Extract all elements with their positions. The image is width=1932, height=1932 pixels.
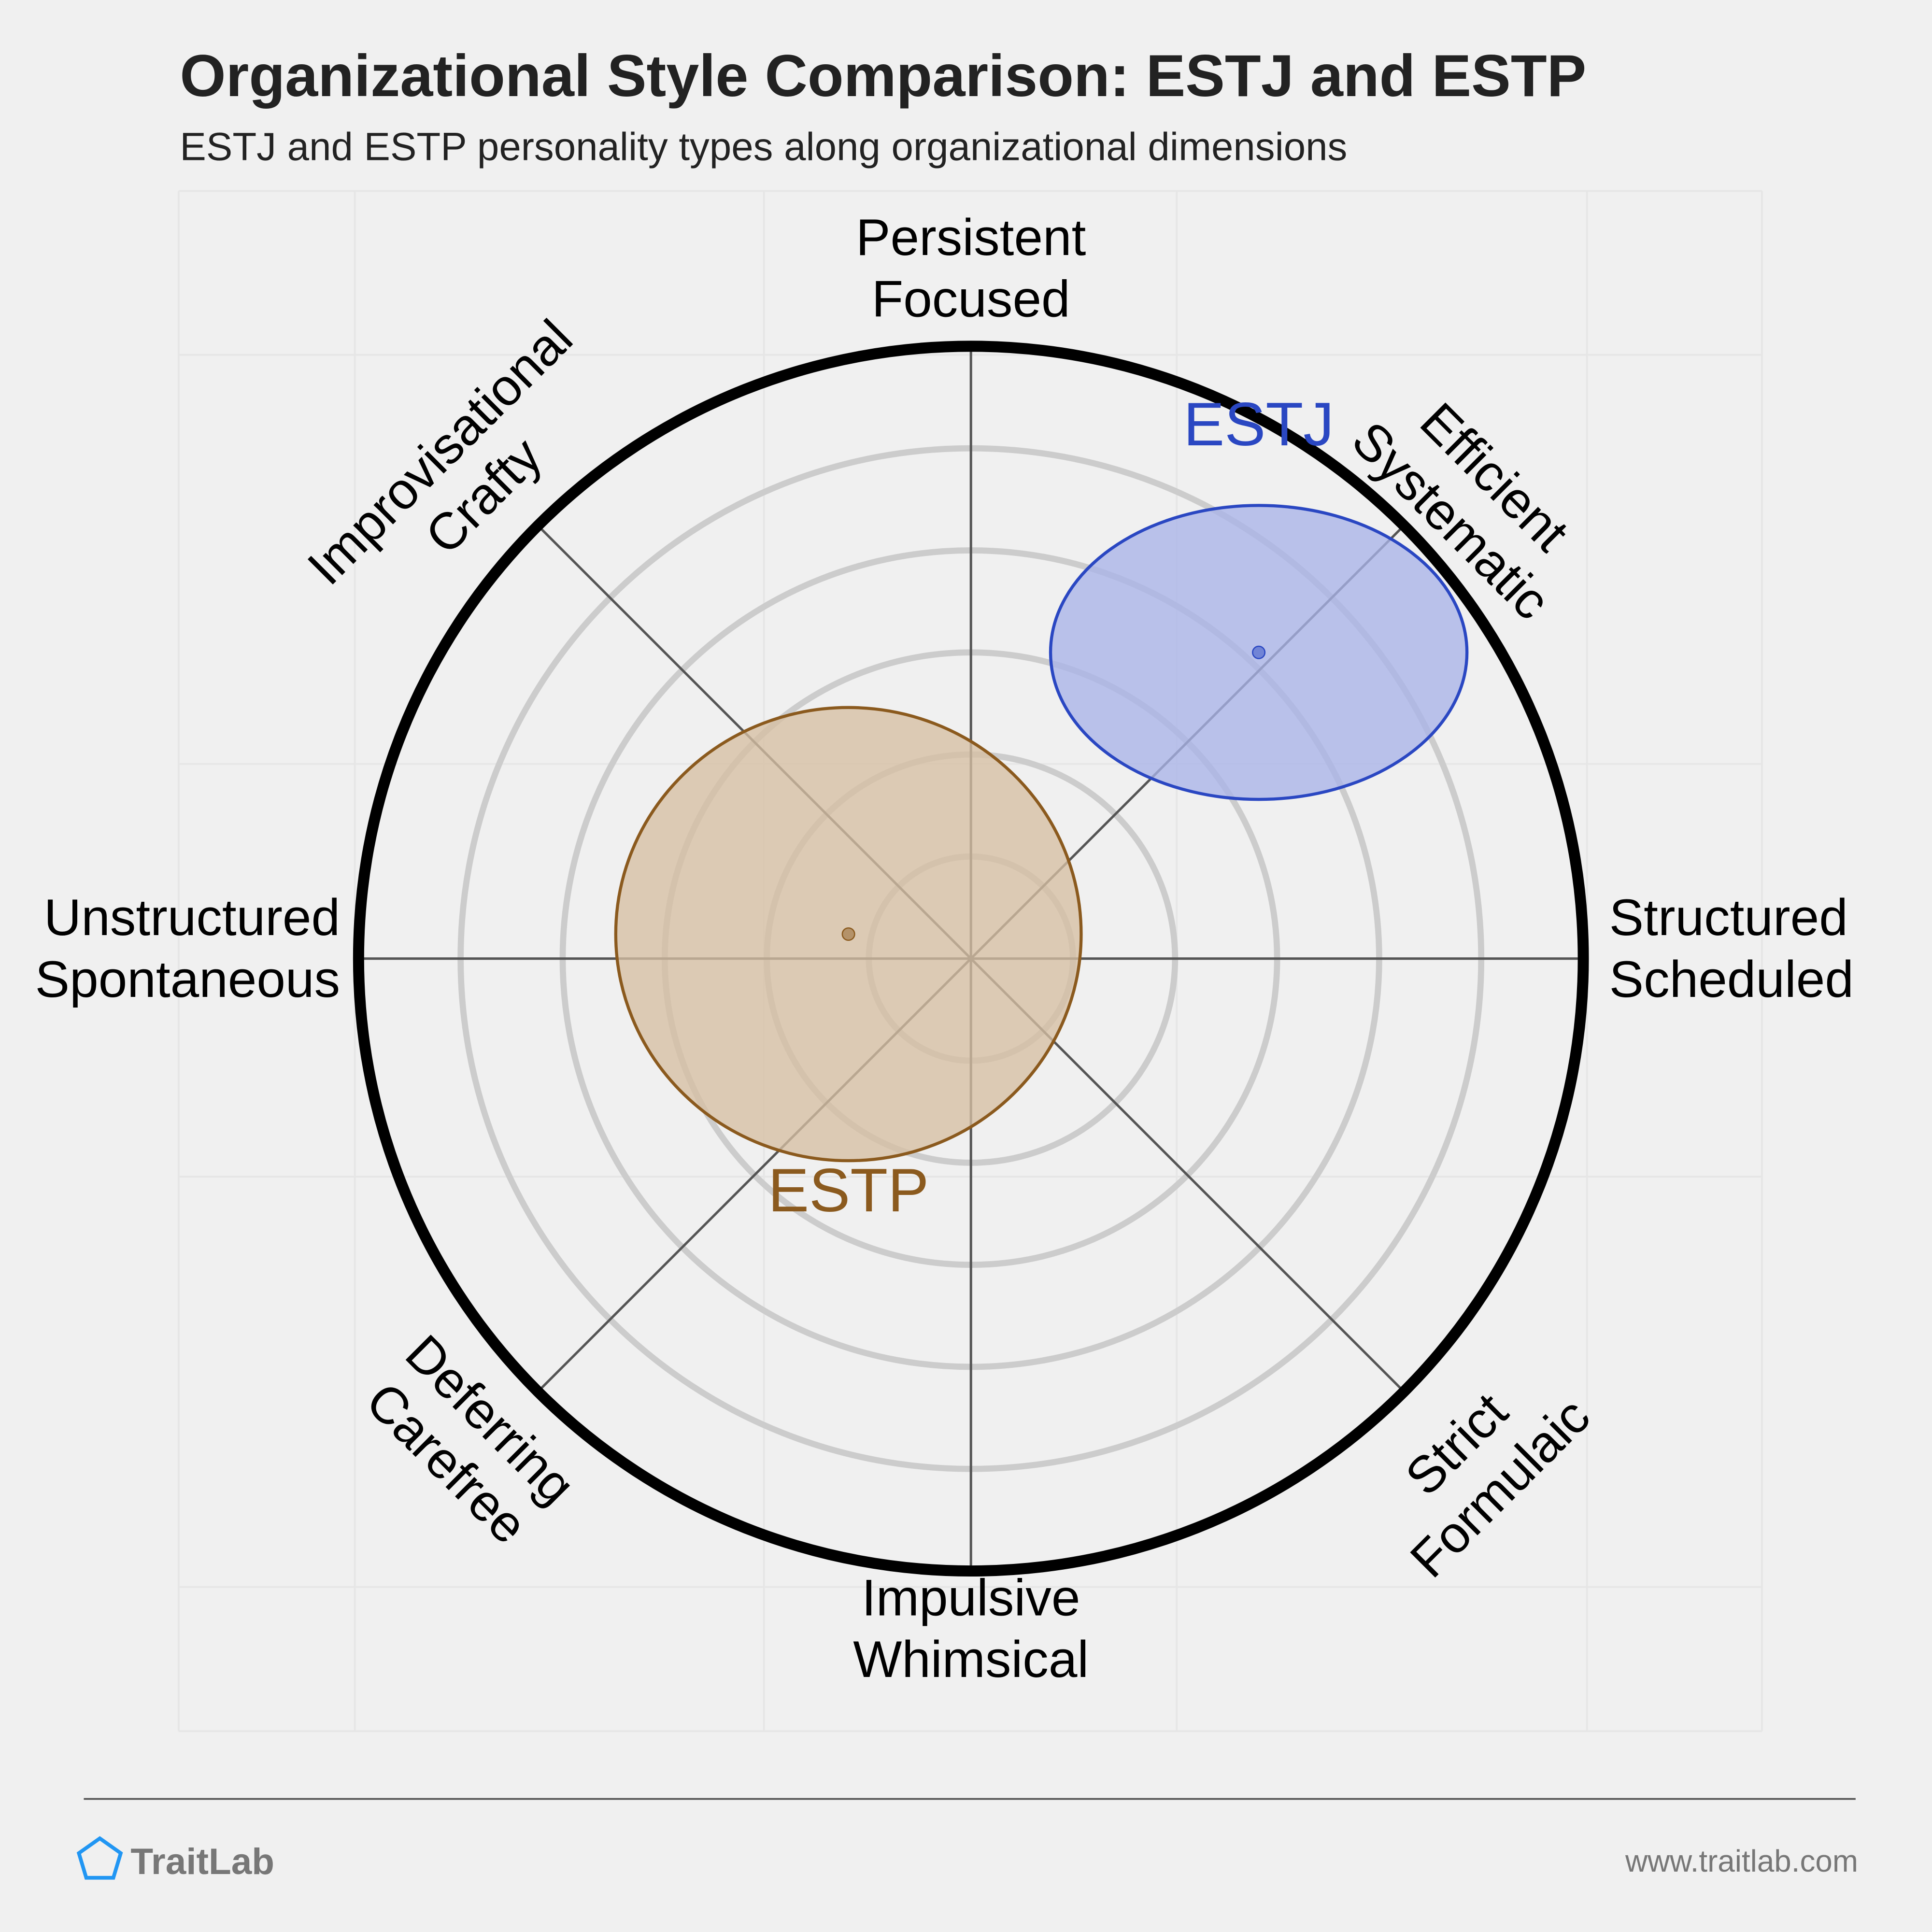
axis-label-line: Structured <box>1609 888 1848 946</box>
chart-title: Organizational Style Comparison: ESTJ an… <box>180 43 1586 109</box>
footer-brand: TraitLab <box>76 1836 274 1882</box>
outer-ring <box>353 341 1589 1577</box>
axis-label-line: Spontaneous <box>35 950 340 1008</box>
axis-label-line: Focused <box>872 270 1070 328</box>
axis-label-line: Impulsive <box>862 1568 1080 1626</box>
series-label-estp: ESTP <box>768 1156 929 1225</box>
point-estp <box>841 927 855 941</box>
axis-label-line: Whimsical <box>853 1630 1089 1688</box>
brand-name: TraitLab <box>130 1841 274 1882</box>
point-estj <box>1252 645 1266 659</box>
footer-url[interactable]: www.traitlab.com <box>1625 1844 1858 1878</box>
axis-label-line: Scheduled <box>1609 950 1854 1008</box>
chart-subtitle: ESTJ and ESTP personality types along or… <box>180 125 1347 169</box>
series-label-estj: ESTJ <box>1183 390 1334 459</box>
pentagon-icon <box>76 1836 123 1880</box>
axis-label-line: Unstructured <box>44 888 340 946</box>
series-layer: ESTJ ESTP <box>614 390 1469 1225</box>
axis-label-line: Persistent <box>856 208 1086 266</box>
